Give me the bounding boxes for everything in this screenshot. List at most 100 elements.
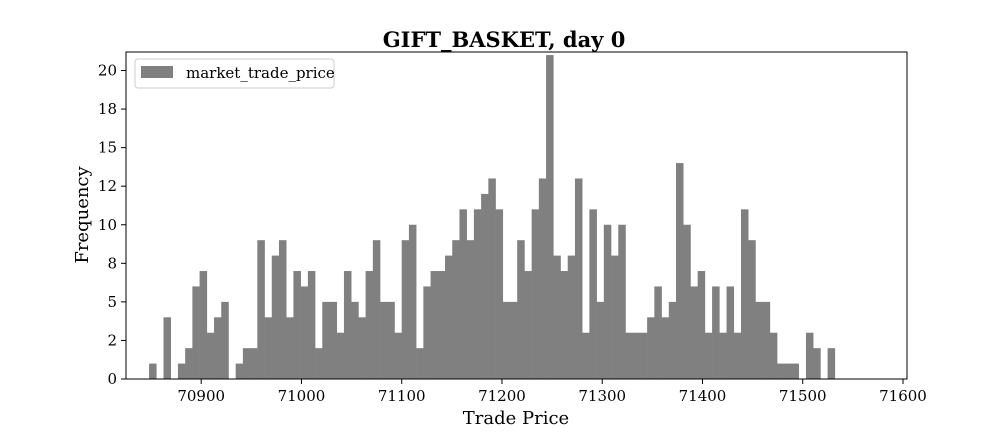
plot-frame: [125, 51, 908, 380]
histogram-bar: [784, 363, 792, 379]
histogram-bar: [278, 240, 287, 379]
histogram-bar: [286, 317, 294, 379]
histogram-bar: [538, 178, 547, 379]
histogram-bar: [611, 255, 619, 379]
histogram-bar: [668, 301, 677, 379]
histogram-bar: [726, 286, 735, 379]
histogram-bars: [149, 55, 836, 379]
histogram-bar: [553, 255, 561, 379]
histogram-bar: [452, 240, 460, 379]
histogram-bar: [466, 240, 475, 379]
histogram-bar: [704, 332, 713, 379]
histogram-bar: [495, 209, 504, 379]
histogram-bar: [206, 332, 215, 379]
histogram-bar: [214, 317, 222, 379]
histogram-bar: [481, 193, 489, 379]
histogram-bar: [733, 332, 742, 379]
histogram-bar: [408, 224, 417, 379]
histogram-bar: [163, 317, 172, 379]
histogram-bar: [445, 255, 453, 379]
histogram-bar: [307, 271, 316, 379]
histogram-bar: [762, 301, 771, 379]
histogram-bar: [502, 301, 511, 379]
legend: market_trade_price: [134, 58, 335, 89]
histogram-bar: [257, 240, 265, 379]
histogram-bar: [625, 332, 633, 379]
histogram-bar: [394, 332, 403, 379]
y-tick-label: 20: [98, 62, 117, 80]
y-axis-label: Frequency: [72, 165, 93, 263]
histogram-bar: [271, 255, 280, 379]
histogram-bar: [546, 55, 554, 379]
histogram-bar: [654, 286, 662, 379]
y-tick-label: 15: [98, 139, 117, 157]
histogram-bar: [697, 271, 706, 379]
histogram-bar: [221, 301, 229, 379]
histogram-bar: [250, 348, 258, 379]
y-tick-label: 10: [98, 216, 117, 234]
histogram-bar: [430, 271, 439, 379]
histogram-bar: [149, 363, 157, 379]
histogram-bar: [639, 332, 648, 379]
histogram-bar: [582, 332, 590, 379]
histogram-bar: [712, 286, 720, 379]
histogram-bar: [242, 348, 251, 379]
histogram-bar: [567, 255, 576, 379]
histogram-bar: [813, 348, 821, 379]
histogram-bar: [683, 224, 691, 379]
histogram-bar: [589, 209, 597, 379]
histogram-bar: [827, 348, 836, 379]
histogram-bar: [647, 317, 655, 379]
histogram-bar: [264, 317, 273, 379]
histogram-bar: [293, 271, 301, 379]
y-tick-label: 5: [107, 293, 117, 311]
histogram-bar: [365, 271, 374, 379]
histogram-bar: [661, 317, 670, 379]
histogram-bar: [719, 332, 727, 379]
histogram-bar: [618, 224, 626, 379]
x-tick-label: 71400: [679, 387, 727, 405]
histogram-bar: [315, 348, 323, 379]
histogram-bar: [769, 332, 778, 379]
histogram-bar: [791, 363, 800, 379]
histogram-bar: [596, 301, 605, 379]
y-axis-ticks: 0 2 5 8 10 12 15 18 20: [98, 62, 126, 388]
x-tick-label: 71600: [879, 387, 927, 405]
histogram-bar: [632, 332, 641, 379]
histogram-bar: [437, 271, 446, 379]
histogram-bar: [574, 178, 583, 379]
histogram-bar: [351, 301, 359, 379]
x-tick-label: 71100: [378, 387, 426, 405]
histogram-bar: [603, 224, 612, 379]
histogram-bar: [748, 240, 756, 379]
histogram-bar: [459, 209, 467, 379]
histogram-bar: [676, 163, 684, 379]
histogram-bar: [416, 348, 424, 379]
histogram-bar: [192, 286, 200, 379]
histogram-bar: [380, 301, 388, 379]
histogram-bar: [690, 286, 698, 379]
y-tick-label: 0: [107, 370, 117, 388]
x-tick-label: 71300: [578, 387, 626, 405]
histogram-bar: [199, 271, 208, 379]
histogram-bar: [401, 240, 410, 379]
legend-swatch: [141, 66, 173, 78]
y-tick-label: 8: [107, 254, 117, 272]
histogram-bar: [336, 332, 345, 379]
histogram-bar: [358, 317, 366, 379]
histogram-bar: [177, 363, 186, 379]
histogram-bar: [488, 178, 496, 379]
chart-title: GIFT_BASKET, day 0: [383, 27, 626, 52]
legend-box: [134, 58, 335, 89]
histogram-bar: [423, 286, 431, 379]
y-tick-label: 18: [98, 100, 117, 118]
histogram-bar: [322, 301, 330, 379]
histogram-bar: [805, 332, 814, 379]
y-tick-label: 2: [107, 331, 117, 349]
histogram-bar: [531, 209, 540, 379]
histogram-bar: [387, 301, 395, 379]
x-axis-ticks: 70900 71000 71100 71200 71300 71400 71500 71600: [177, 379, 927, 405]
histogram-bar: [300, 286, 309, 379]
histogram-bar: [235, 363, 244, 379]
histogram-bar: [524, 271, 532, 379]
